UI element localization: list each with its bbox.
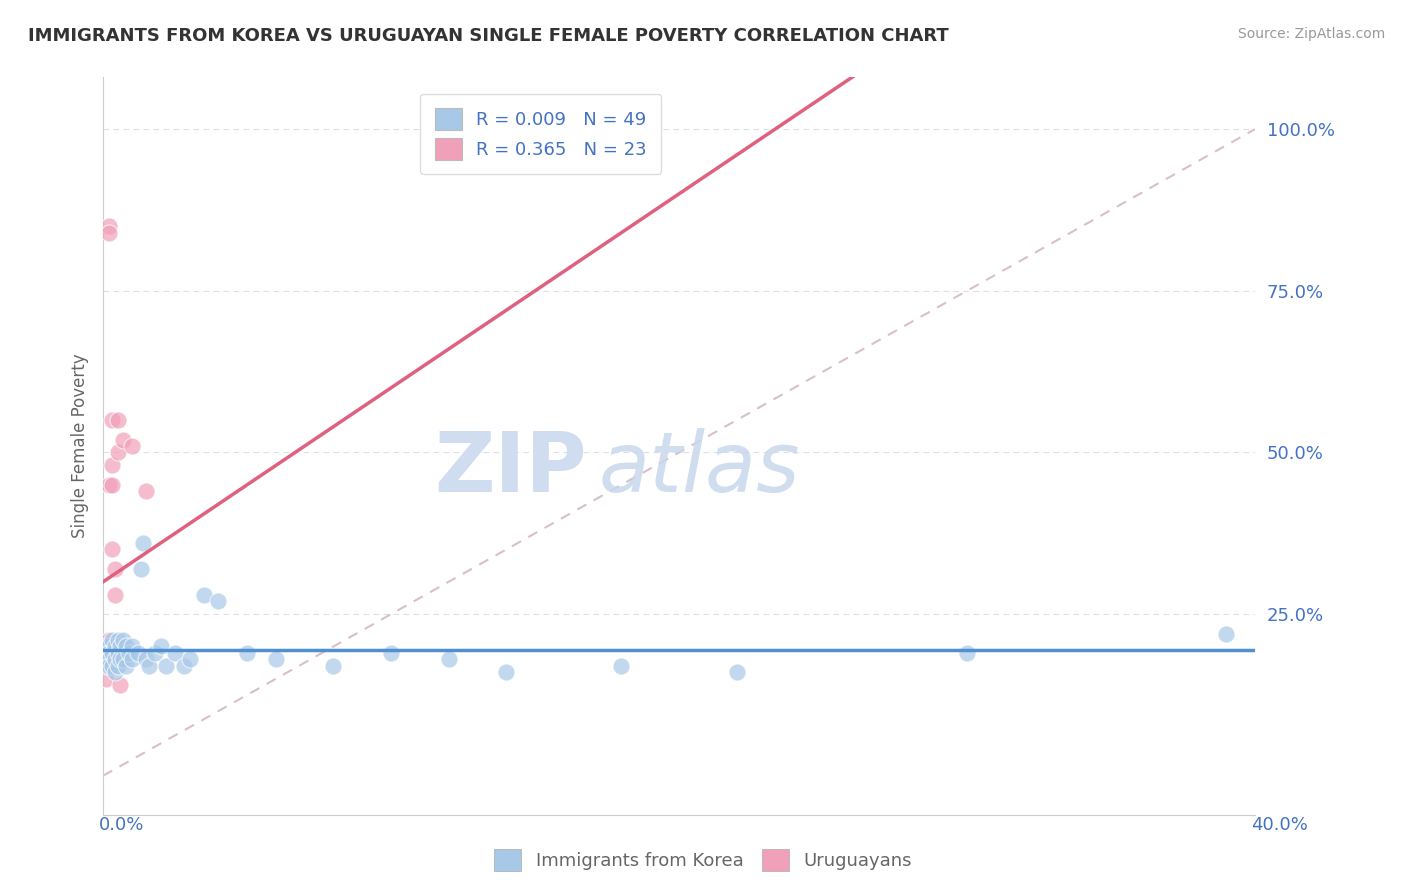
Point [97, 632, 120, 647]
Point [97, 652, 120, 666]
Point [94, 658, 117, 673]
Point [100, 632, 122, 647]
Text: 40.0%: 40.0% [1251, 816, 1308, 834]
Point [100, 477, 122, 491]
Point [112, 652, 135, 666]
Point [118, 646, 141, 660]
Point [132, 536, 155, 550]
Point [155, 658, 177, 673]
Point [143, 646, 166, 660]
Point [94, 646, 117, 660]
Point [110, 652, 132, 666]
Point [107, 413, 129, 427]
Legend: R = 0.009   N = 49, R = 0.365   N = 23: R = 0.009 N = 49, R = 0.365 N = 23 [420, 94, 661, 174]
Point [207, 594, 229, 608]
Point [495, 665, 517, 680]
Point [121, 439, 143, 453]
Point [135, 484, 157, 499]
Legend: Immigrants from Korea, Uruguayans: Immigrants from Korea, Uruguayans [486, 842, 920, 879]
Point [107, 632, 129, 647]
Point [110, 640, 132, 654]
Point [97, 640, 120, 654]
Point [104, 665, 127, 680]
Point [104, 588, 127, 602]
Point [437, 652, 460, 666]
Point [107, 658, 129, 673]
Point [94, 640, 117, 654]
Text: atlas: atlas [599, 427, 800, 508]
Point [121, 640, 143, 654]
Point [264, 652, 287, 666]
Point [121, 652, 143, 666]
Point [135, 652, 157, 666]
Text: Source: ZipAtlas.com: Source: ZipAtlas.com [1237, 27, 1385, 41]
Point [179, 652, 201, 666]
Point [94, 652, 117, 666]
Point [100, 458, 122, 473]
Point [725, 665, 748, 680]
Point [112, 632, 135, 647]
Point [97, 226, 120, 240]
Point [149, 640, 172, 654]
Point [193, 588, 215, 602]
Point [129, 562, 152, 576]
Text: 0.0%: 0.0% [98, 816, 143, 834]
Point [100, 646, 122, 660]
Y-axis label: Single Female Poverty: Single Female Poverty [72, 354, 89, 538]
Point [97, 646, 120, 660]
Text: ZIP: ZIP [434, 427, 586, 508]
Point [104, 562, 127, 576]
Point [138, 658, 160, 673]
Point [107, 445, 129, 459]
Point [115, 640, 138, 654]
Point [100, 658, 122, 673]
Point [322, 658, 344, 673]
Point [94, 652, 117, 666]
Point [236, 646, 259, 660]
Point [104, 652, 127, 666]
Point [97, 477, 120, 491]
Point [94, 640, 117, 654]
Point [115, 658, 138, 673]
Point [97, 219, 120, 234]
Point [104, 640, 127, 654]
Point [97, 658, 120, 673]
Point [97, 652, 120, 666]
Point [94, 646, 117, 660]
Point [165, 646, 187, 660]
Point [956, 646, 979, 660]
Text: IMMIGRANTS FROM KOREA VS URUGUAYAN SINGLE FEMALE POVERTY CORRELATION CHART: IMMIGRANTS FROM KOREA VS URUGUAYAN SINGL… [28, 27, 949, 45]
Point [110, 652, 132, 666]
Point [380, 646, 402, 660]
Point [100, 413, 122, 427]
Point [127, 646, 149, 660]
Point [100, 542, 122, 557]
Point [110, 678, 132, 692]
Point [610, 658, 633, 673]
Point [94, 672, 117, 686]
Point [112, 433, 135, 447]
Point [1215, 626, 1237, 640]
Point [173, 658, 195, 673]
Point [94, 658, 117, 673]
Point [107, 646, 129, 660]
